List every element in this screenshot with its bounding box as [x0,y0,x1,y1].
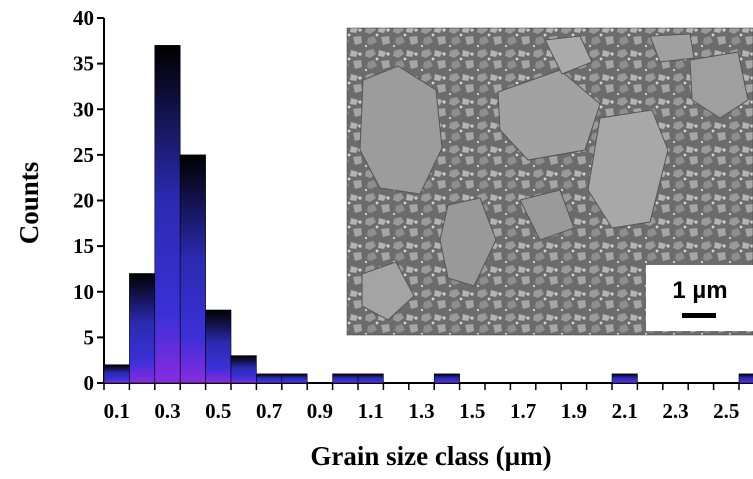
y-tick-label: 10 [73,280,94,304]
histogram-bar [281,373,308,384]
x-tick-label: 0.1 [104,399,130,423]
x-tick-label: 1.7 [510,399,536,423]
y-tick-label: 40 [73,6,94,30]
y-tick-label: 30 [73,97,94,121]
histogram-bar [103,364,130,384]
scale-bar-line [682,313,716,318]
histogram-bar [230,355,257,384]
y-tick-label: 35 [73,52,94,76]
y-axis-title: Counts [14,162,44,245]
x-tick-label: 1.5 [459,399,485,423]
histogram-bar [611,373,638,384]
x-tick-label: 2.1 [612,399,638,423]
histogram-bar [179,154,206,384]
y-tick-label: 25 [73,143,94,167]
x-ticks: 0.1 0.3 0.5 0.7 0.9 1.1 1.3 1.5 1.7 1.9 2.1 2.3 2.5 [103,383,740,423]
histogram-bar [357,373,384,384]
scale-bar: 1 µm [646,265,753,331]
x-tick-label: 0.5 [205,399,231,423]
y-tick-label: 0 [84,371,95,395]
histogram-bar [129,273,156,384]
histogram-bar [256,373,283,384]
x-tick-label: 1.9 [561,399,587,423]
x-tick-label: 1.3 [408,399,434,423]
y-ticks: 0 5 10 15 20 25 30 35 40 [73,6,104,395]
bars [103,45,753,384]
scale-bar-label: 1 µm [672,277,727,304]
y-tick-label: 20 [73,189,94,213]
x-tick-label: 0.7 [256,399,282,423]
histogram-bar [154,45,181,384]
x-axis-title: Grain size class (µm) [310,441,551,471]
x-tick-label: 2.5 [713,399,739,423]
histogram-bar [332,373,359,384]
y-tick-label: 15 [73,234,94,258]
histogram-bar [738,373,753,384]
x-tick-label: 0.3 [154,399,180,423]
x-tick-label: 1.1 [358,399,384,423]
sem-inset-image [346,27,753,336]
histogram-bar [433,373,460,384]
y-tick-label: 5 [84,325,95,349]
x-tick-label: 2.3 [662,399,688,423]
histogram-bar [205,309,232,384]
x-tick-label: 0.9 [307,399,333,423]
